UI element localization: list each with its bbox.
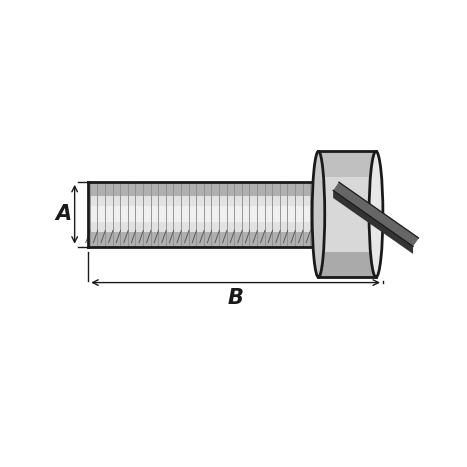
Polygon shape (333, 191, 413, 254)
Polygon shape (318, 252, 376, 277)
Ellipse shape (312, 151, 325, 277)
Polygon shape (318, 151, 376, 177)
Text: A: A (55, 204, 71, 224)
Polygon shape (333, 182, 419, 247)
Polygon shape (88, 232, 318, 247)
Text: B: B (228, 288, 244, 308)
Polygon shape (88, 182, 318, 197)
Polygon shape (88, 206, 318, 222)
Polygon shape (88, 182, 318, 247)
Ellipse shape (369, 151, 383, 277)
Polygon shape (318, 151, 376, 277)
